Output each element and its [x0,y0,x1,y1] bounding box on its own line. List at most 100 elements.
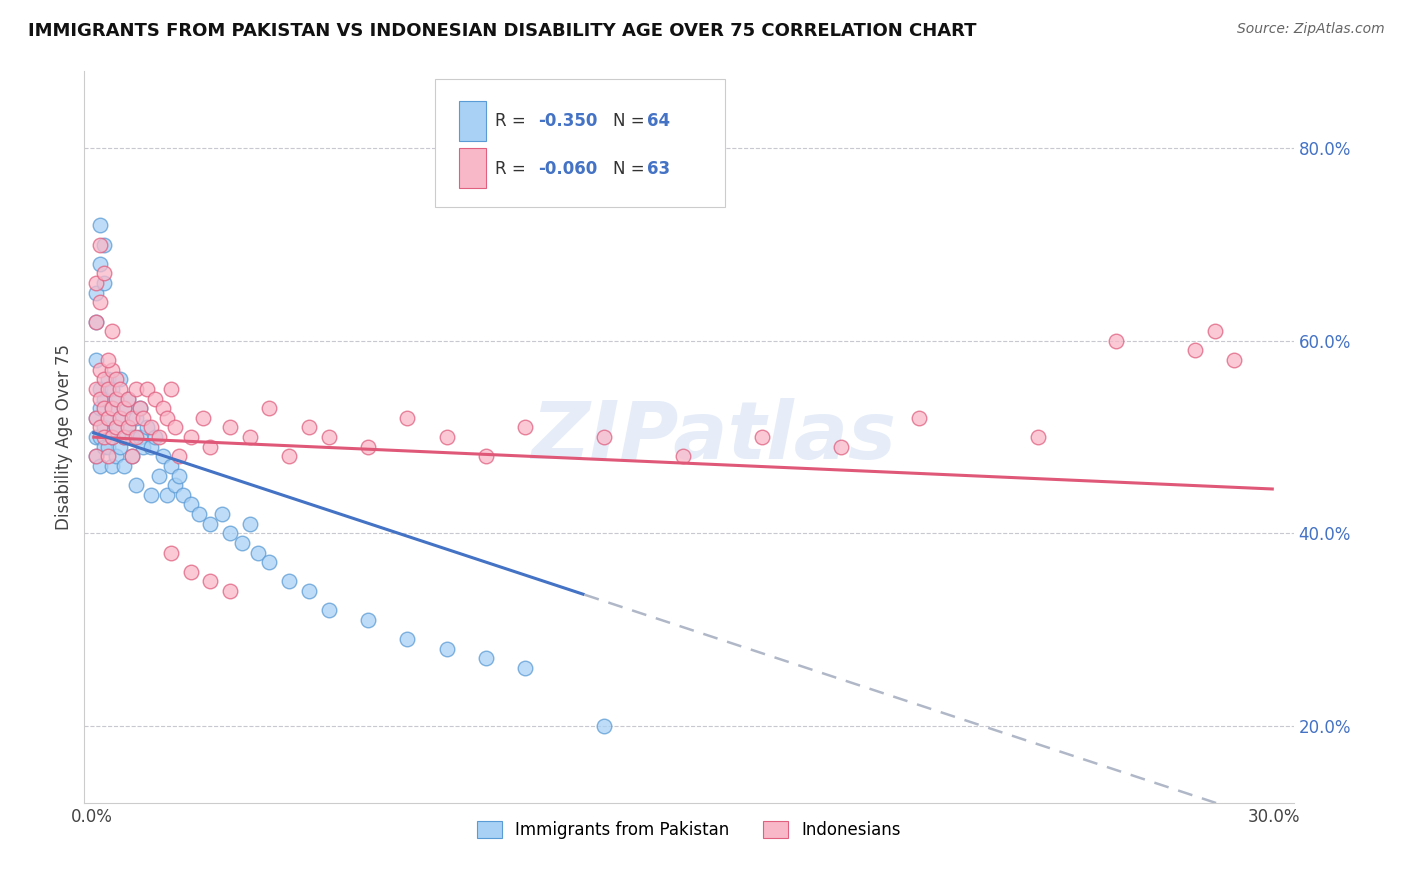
Point [200,440,222,454]
Point [396,410,419,425]
Text: -0.350: -0.350 [538,112,598,130]
Point [318,430,340,444]
Point [89,382,111,396]
Point [593,719,616,733]
Point [830,440,852,454]
Point [108,410,131,425]
Point [187,507,209,521]
Point [89,430,111,444]
Point [143,392,166,406]
Point [93,237,115,252]
Point [84,430,107,444]
Point [436,641,458,656]
Point [278,574,301,589]
Point [475,450,498,464]
Point [104,450,127,464]
Point [124,382,146,396]
Point [84,410,107,425]
Point [93,401,115,416]
Text: R =: R = [495,160,531,178]
Point [163,478,186,492]
Point [117,420,139,434]
Point [239,516,262,531]
Point [112,458,135,473]
Point [141,440,163,454]
Point [84,315,107,329]
Point [101,458,124,473]
Point [751,430,773,444]
FancyBboxPatch shape [460,101,486,141]
Point [97,353,120,368]
Point [117,392,139,406]
Point [246,545,269,559]
Point [101,430,124,444]
Point [219,420,242,434]
Point [191,410,214,425]
Text: 63: 63 [647,160,669,178]
Point [908,410,931,425]
Point [84,353,107,368]
Point [231,536,253,550]
Point [672,450,695,464]
Point [1223,353,1246,368]
Point [84,450,107,464]
Point [180,498,202,512]
Point [163,420,186,434]
Point [132,440,155,454]
Point [104,392,127,406]
Point [89,458,111,473]
Point [104,372,127,386]
Point [298,584,321,599]
Point [515,661,537,675]
Point [357,440,380,454]
Point [156,488,179,502]
Point [1105,334,1128,348]
Point [121,450,143,464]
Point [475,651,498,665]
Point [112,401,135,416]
Point [93,440,115,454]
Point [141,420,163,434]
Point [1026,430,1049,444]
Text: -0.060: -0.060 [538,160,598,178]
Point [318,603,340,617]
FancyBboxPatch shape [460,148,486,188]
Point [180,430,202,444]
Point [112,430,135,444]
Point [93,420,115,434]
Point [97,372,120,386]
Point [1184,343,1206,358]
Point [121,410,143,425]
Point [1204,324,1226,338]
Point [93,276,115,290]
Point [141,488,163,502]
Point [167,468,190,483]
Point [143,430,166,444]
Point [160,545,183,559]
Point [108,382,131,396]
Point [239,430,262,444]
Point [396,632,419,647]
FancyBboxPatch shape [434,78,725,207]
Point [298,420,321,434]
Legend: Immigrants from Pakistan, Indonesians: Immigrants from Pakistan, Indonesians [471,814,907,846]
Point [172,488,194,502]
Point [160,382,183,396]
Point [101,401,124,416]
Point [97,440,120,454]
Point [121,450,143,464]
Point [593,430,616,444]
Point [128,401,150,416]
Point [219,526,242,541]
Point [89,237,111,252]
Point [128,430,150,444]
Point [200,516,222,531]
Point [180,565,202,579]
Point [89,257,111,271]
Point [136,420,159,434]
Point [84,315,107,329]
Point [132,410,155,425]
Point [89,295,111,310]
Point [108,410,131,425]
Point [97,450,120,464]
